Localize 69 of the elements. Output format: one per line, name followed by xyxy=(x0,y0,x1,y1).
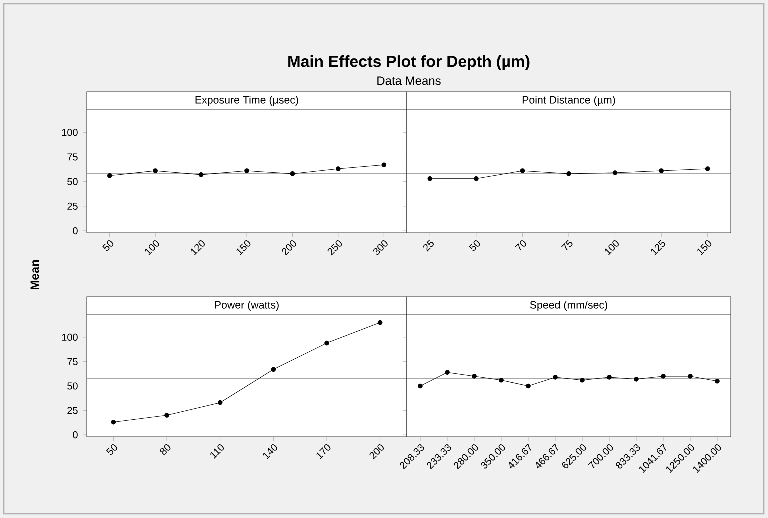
point xyxy=(418,384,423,389)
point xyxy=(661,374,666,379)
y-tick-label: 0 xyxy=(73,227,78,235)
x-axis-title: Exposure Time (µsec) xyxy=(196,96,298,106)
point xyxy=(244,168,250,174)
point xyxy=(164,413,170,418)
point xyxy=(290,172,296,176)
x-tick-label: 50 xyxy=(106,444,118,456)
point xyxy=(382,162,387,168)
point xyxy=(499,378,504,383)
point xyxy=(659,168,664,174)
point xyxy=(526,384,531,389)
y-tick-label: 50 xyxy=(68,178,78,186)
x-tick-label: 140 xyxy=(263,444,278,460)
x-tick-label: 100 xyxy=(145,240,160,256)
x-tick-label: 200 xyxy=(370,444,384,460)
point xyxy=(336,166,341,172)
point xyxy=(153,168,158,174)
point xyxy=(428,176,433,182)
y-tick-label: 100 xyxy=(62,334,78,341)
point xyxy=(198,172,204,178)
x-tick-label: 200 xyxy=(282,240,296,256)
point xyxy=(474,176,479,182)
y-tick-label: 25 xyxy=(68,407,78,414)
x-axis-title: Power (watts) xyxy=(215,301,279,311)
y-tick-label: 75 xyxy=(68,358,78,366)
point xyxy=(472,374,477,379)
x-tick-label: 120 xyxy=(191,240,205,256)
point xyxy=(634,377,639,382)
x-tick-label: 110 xyxy=(210,444,224,459)
point xyxy=(520,168,526,174)
y-axis-title: Mean xyxy=(30,260,40,290)
point xyxy=(445,370,450,375)
x-tick-label: 250 xyxy=(328,240,342,256)
point xyxy=(688,374,693,379)
x-tick-label: 75 xyxy=(562,240,573,251)
x-tick-label: 50 xyxy=(102,240,114,252)
point xyxy=(218,400,223,406)
x-tick-label: 125 xyxy=(651,240,666,256)
chart-title: Main Effects Plot for Depth (µm) xyxy=(288,56,530,70)
x-tick-label: 50 xyxy=(469,240,480,252)
x-tick-label: 150 xyxy=(236,240,251,256)
point xyxy=(553,375,558,380)
x-axis-title: Speed (mm/sec) xyxy=(530,301,608,311)
point xyxy=(607,375,612,380)
y-tick-label: 75 xyxy=(68,154,78,161)
point xyxy=(612,170,618,176)
point xyxy=(566,172,572,176)
x-tick-label: 80 xyxy=(160,444,171,456)
chart-subtitle: Data Means xyxy=(378,76,441,86)
x-tick-label: 150 xyxy=(698,240,712,256)
x-tick-label: 25 xyxy=(424,240,434,252)
y-tick-label: 100 xyxy=(62,129,78,136)
y-tick-label: 0 xyxy=(73,432,78,439)
x-tick-label: 170 xyxy=(316,444,331,460)
y-tick-label: 25 xyxy=(68,202,78,210)
y-tick-label: 50 xyxy=(68,382,78,390)
point xyxy=(580,378,585,383)
point xyxy=(324,340,330,346)
point xyxy=(378,320,383,326)
x-tick-label: 300 xyxy=(374,240,388,255)
point xyxy=(705,166,710,172)
point xyxy=(271,367,276,372)
x-axis-title: Point Distance (µm) xyxy=(522,96,616,106)
point xyxy=(111,420,116,425)
x-tick-label: 70 xyxy=(515,240,526,251)
x-tick-label: 100 xyxy=(605,240,619,256)
point xyxy=(107,174,112,178)
point xyxy=(715,378,720,384)
